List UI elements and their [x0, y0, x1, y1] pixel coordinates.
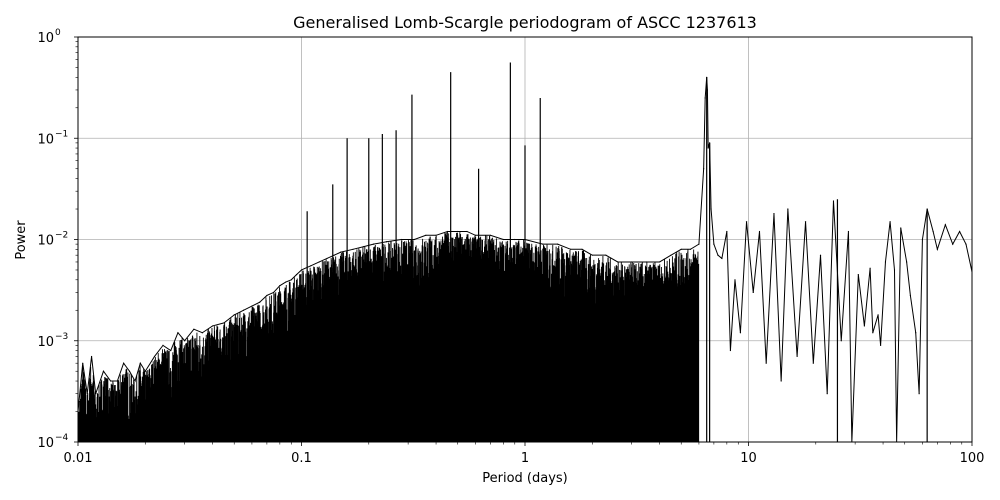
y-tick-label: 10	[37, 132, 54, 147]
chart-title: Generalised Lomb-Scargle periodogram of …	[293, 13, 757, 32]
spike-marks	[78, 231, 700, 442]
x-axis-label: Period (days)	[482, 471, 568, 486]
x-tick-label: 1	[521, 451, 529, 466]
x-tick-label: 0.1	[291, 451, 312, 466]
x-tick-label: 0.01	[64, 451, 93, 466]
plot-area	[78, 62, 972, 442]
y-tick-label: 10	[37, 335, 54, 350]
y-tick-label: 10	[37, 234, 54, 249]
y-tick-exponent: −1	[55, 129, 68, 139]
y-tick-label: 10	[37, 31, 54, 46]
y-axis-label: Power	[14, 220, 29, 260]
x-axis-ticks: 0.01 0.1 1 10 100	[64, 442, 985, 466]
y-tick-exponent: −4	[55, 433, 69, 443]
series-line	[78, 77, 972, 442]
y-tick-label: 10	[37, 436, 54, 451]
noise-spikes	[78, 231, 700, 442]
y-tick-exponent: −3	[55, 332, 68, 342]
y-tick-exponent: −2	[55, 231, 68, 241]
x-tick-label: 100	[960, 451, 985, 466]
peak-marks	[306, 62, 928, 442]
x-tick-label: 10	[740, 451, 757, 466]
y-tick-exponent: 0	[55, 28, 61, 38]
